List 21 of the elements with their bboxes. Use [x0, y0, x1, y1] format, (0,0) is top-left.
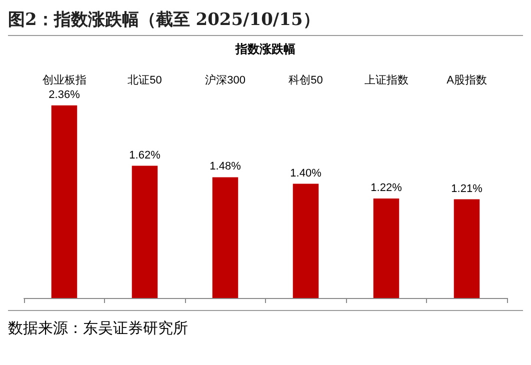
- source-note: 数据来源：东吴证券研究所: [8, 319, 189, 338]
- data-label: 1.40%: [290, 167, 322, 180]
- chart-title: 图2：指数涨跌幅（截至 2025/10/15）: [8, 8, 523, 36]
- data-label: 1.22%: [370, 182, 402, 194]
- x-tick-label: 创业板指: [42, 74, 86, 86]
- x-tick-label: 北证50: [128, 74, 162, 86]
- x-tick-label: 上证指数: [364, 74, 408, 86]
- data-label: 1.21%: [451, 182, 483, 195]
- bar: [292, 184, 319, 298]
- x-tick-label: 沪深300: [205, 74, 246, 86]
- bar: [373, 198, 400, 298]
- data-label: 1.48%: [210, 160, 242, 173]
- bar: [212, 177, 238, 298]
- x-tick-label: 科创50: [288, 74, 323, 86]
- chart-subtitle: 指数涨跌幅: [234, 42, 296, 56]
- bar: [132, 166, 158, 298]
- bar: [454, 199, 480, 298]
- bar: [51, 105, 78, 298]
- x-tick-label: A股指数: [446, 74, 487, 86]
- data-label: 2.36%: [48, 88, 80, 101]
- data-label: 1.62%: [129, 149, 161, 162]
